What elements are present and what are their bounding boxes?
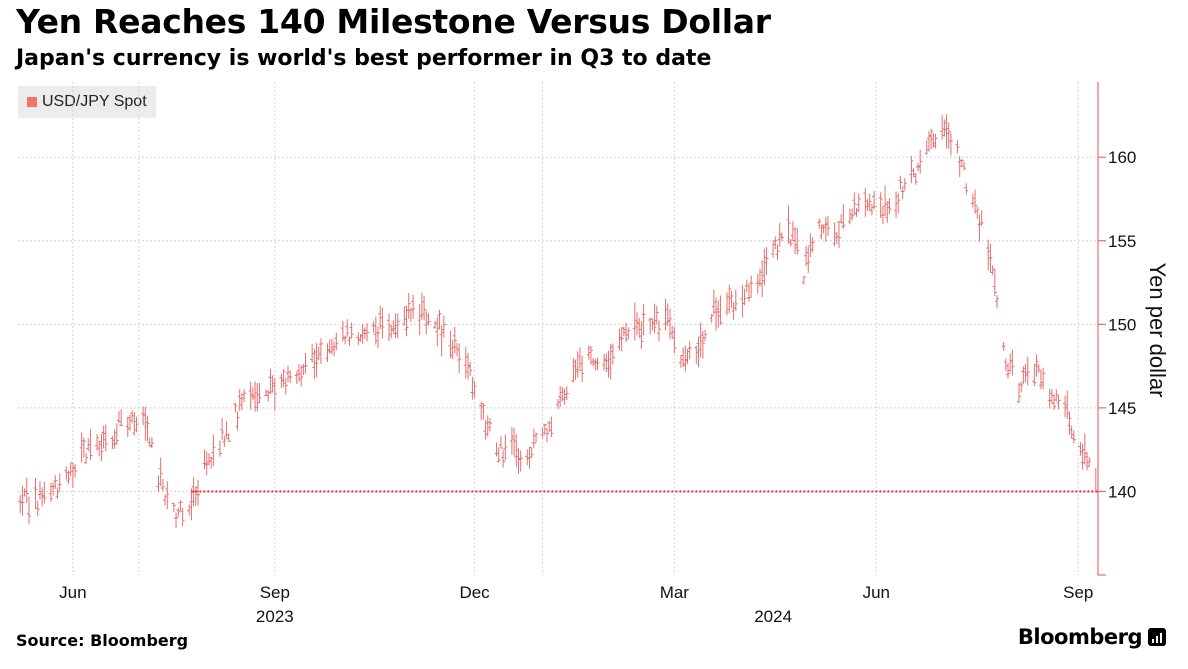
series-layer bbox=[18, 114, 1097, 528]
x-tick-label-6: Jun bbox=[863, 583, 890, 602]
x-tick-label-5: Mar bbox=[660, 583, 690, 602]
y-tick-label-140: 140 bbox=[1108, 482, 1136, 501]
x-tick-label-3: Dec bbox=[459, 583, 490, 602]
x-tick-label-0: Jun bbox=[59, 583, 86, 602]
brand-name: Bloomberg bbox=[1017, 625, 1143, 649]
x-year-label-0: 2023 bbox=[256, 607, 294, 626]
legend-label: USD/JPY Spot bbox=[42, 93, 147, 110]
y-tick-label-160: 160 bbox=[1108, 148, 1136, 167]
axis-layer: 140 145 150 155 160 Yen per dollar Jun Sep Dec Ma… bbox=[59, 82, 1170, 626]
y-axis-title: Yen per dollar bbox=[1145, 263, 1170, 398]
chart: 140 145 150 155 160 Yen per dollar Jun Sep Dec Ma… bbox=[18, 82, 1170, 626]
y-tick-label-150: 150 bbox=[1108, 315, 1136, 334]
y-tick-label-155: 155 bbox=[1108, 232, 1136, 251]
legend: USD/JPY Spot bbox=[18, 86, 156, 118]
legend-swatch bbox=[27, 97, 37, 107]
source-note: Source: Bloomberg bbox=[16, 631, 189, 650]
series-usd-jpy bbox=[18, 114, 1097, 528]
x-year-label-1: 2024 bbox=[754, 607, 792, 626]
chart-title: Yen Reaches 140 Milestone Versus Dollar bbox=[16, 2, 771, 41]
x-tick-label-2: Sep bbox=[260, 583, 290, 602]
bloomberg-logo: Bloomberg bbox=[1018, 625, 1166, 649]
x-tick-label-7: Sep bbox=[1063, 583, 1093, 602]
bloomberg-terminal-icon bbox=[1148, 628, 1166, 646]
chart-subtitle: Japan's currency is world's best perform… bbox=[16, 46, 712, 71]
y-tick-label-145: 145 bbox=[1108, 399, 1136, 418]
